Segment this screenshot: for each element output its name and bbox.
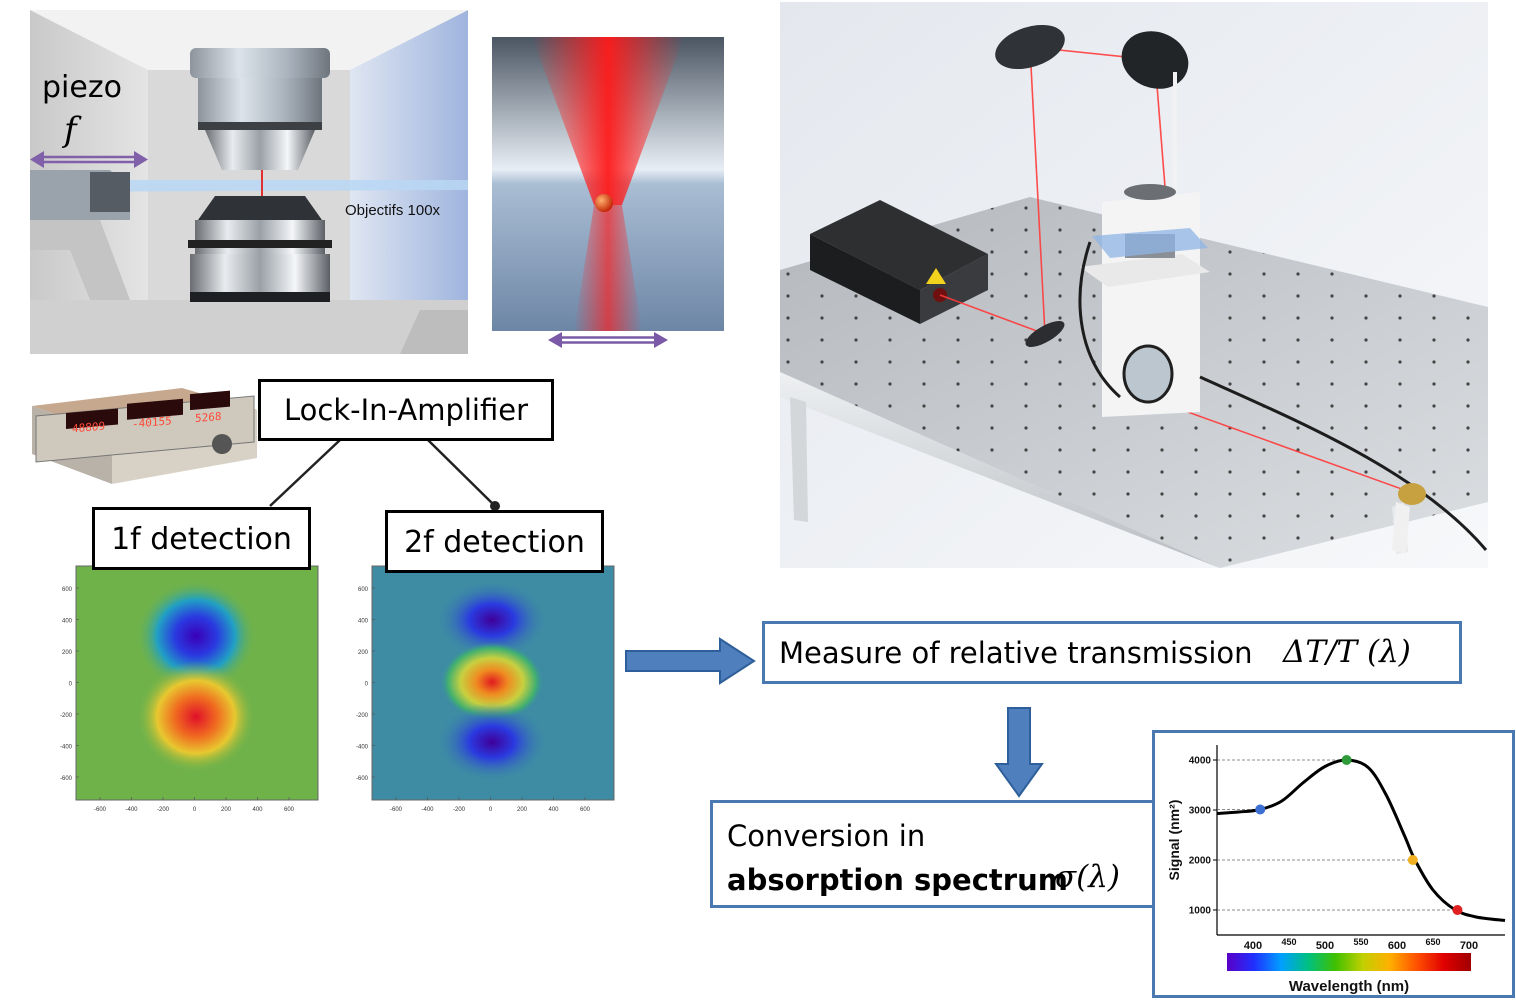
map-xtick: -600 (390, 807, 403, 813)
map-ytick: -200 (60, 713, 73, 719)
map-2f: 600 400 200 0 -200 -400 -600 -600 -400 -200 0 200 40… (352, 564, 622, 824)
map-ytick: 0 (69, 682, 73, 688)
map-ytick: 0 (365, 682, 369, 688)
measure-box: Measure of relative transmission ΔT/T (λ… (762, 621, 1462, 684)
conversion-formula: σ(λ) (1055, 859, 1120, 895)
map-2f-ticks: 600 400 200 0 -200 -400 -600 -600 -400 -200 0 200 40… (356, 587, 591, 813)
map-xtick: 400 (252, 807, 263, 813)
map-ytick: 400 (358, 619, 369, 625)
x-tick-label: 700 (1460, 940, 1478, 952)
map-ytick: 200 (358, 650, 369, 656)
objective-setup-image: piezo f Objectifs 100x (30, 10, 468, 354)
map-xtick: 600 (284, 807, 295, 813)
y-tick-label: 1000 (1189, 906, 1212, 917)
map-ytick: 600 (358, 587, 369, 593)
map-xtick: -200 (157, 807, 170, 813)
map-1f: 600 400 200 0 -200 -400 -600 -600 -400 -200 0 200 40… (56, 564, 326, 824)
detection-2f-label: 2f detection (404, 525, 585, 560)
measure-formula: ΔT/T (λ) (1283, 634, 1411, 670)
conversion-line2: absorption spectrum (727, 863, 1068, 897)
map-xtick: 200 (517, 807, 528, 813)
down-flow-arrow (994, 707, 1044, 798)
map-xtick: -400 (421, 807, 434, 813)
spectrum-chart: 1000 2000 3000 4000 400 450 500 550 600 650 700 Wav… (1166, 745, 1506, 995)
conversion-box: Conversion in absorption spectrum σ(λ) (710, 800, 1156, 908)
frequency-symbol: f (64, 110, 77, 150)
map-xtick: 600 (580, 807, 591, 813)
map-ytick: -600 (60, 776, 73, 782)
map-xtick: 400 (548, 807, 559, 813)
detection-1f-label: 1f detection (111, 522, 292, 557)
map-ytick: -400 (60, 745, 73, 751)
map-ytick: 600 (62, 587, 73, 593)
map-xtick: 0 (193, 807, 197, 813)
x-tick-label: 400 (1244, 940, 1262, 952)
y-axis-label: Signal (nm²) (1166, 800, 1182, 881)
x-tick-label: 450 (1281, 937, 1296, 947)
map-ytick: 400 (62, 619, 73, 625)
x-axis-label: Wavelength (nm) (1289, 978, 1409, 995)
measure-text: Measure of relative transmission (779, 636, 1253, 670)
objective-label: Objectifs 100x (345, 202, 441, 219)
x-tick-label: 500 (1316, 940, 1334, 952)
y-tick-label: 3000 (1189, 806, 1212, 817)
right-flow-arrow (625, 637, 756, 685)
conversion-line1: Conversion in (727, 819, 926, 853)
y-tick-label: 2000 (1189, 856, 1212, 867)
map-1f-ticks: 600 400 200 0 -200 -400 -600 -600 -400 -200 0 200 40… (60, 587, 295, 813)
map-xtick: 0 (489, 807, 493, 813)
map-xtick: -400 (125, 807, 138, 813)
map-ytick: -600 (356, 776, 369, 782)
piezo-label: piezo (42, 70, 122, 105)
spectrum-chart-box: 1000 2000 3000 4000 400 450 500 550 600 650 700 Wav… (1152, 730, 1515, 998)
map-xtick: 200 (221, 807, 232, 813)
lock-in-amplifier-label: Lock-In-Amplifier (284, 393, 528, 427)
x-tick-label: 650 (1425, 937, 1440, 947)
map-ytick: -200 (356, 713, 369, 719)
detection-1f-box: 1f detection (92, 507, 311, 570)
map-xtick: -200 (453, 807, 466, 813)
optical-table-image (780, 2, 1488, 568)
lock-in-amplifier-box: Lock-In-Amplifier (258, 379, 554, 441)
focused-beam-image (492, 37, 724, 331)
spectrum-marker (1407, 855, 1418, 865)
spectrum-marker (1452, 905, 1463, 915)
detection-2f-box: 2f detection (385, 510, 604, 573)
x-tick-label: 550 (1353, 937, 1368, 947)
scan-double-arrow (548, 330, 668, 350)
map-ytick: -400 (356, 745, 369, 751)
spectrum-curve (1216, 758, 1506, 922)
spectrum-marker (1255, 804, 1266, 815)
lock-in-device-image: 48809 -40155 5268 (32, 388, 257, 488)
y-tick-label: 4000 (1189, 756, 1212, 767)
map-ytick: 200 (62, 650, 73, 656)
map-xtick: -600 (94, 807, 107, 813)
x-tick-label: 600 (1388, 940, 1406, 952)
wavelength-color-bar (1227, 953, 1471, 971)
spectrum-marker (1341, 755, 1352, 765)
